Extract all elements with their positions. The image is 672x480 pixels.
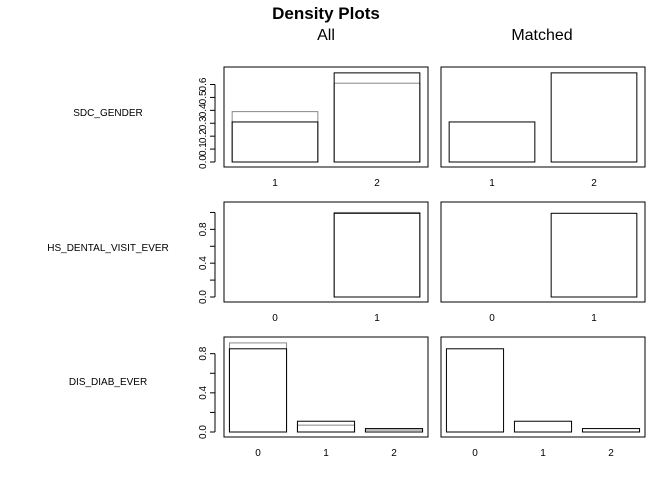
bar-dis-diab-ever-matched-2 bbox=[581, 428, 641, 433]
x-tick-label-dis-diab-ever-all-2: 2 bbox=[391, 448, 397, 459]
y-tick-label-hs-dental-visit-ever-0.0: 0.0 bbox=[198, 290, 209, 304]
panel-frame-dis-diab-ever-all bbox=[223, 336, 429, 438]
y-tick-label-sdc-gender-0.0: 0.0 bbox=[198, 155, 209, 169]
y-tick-label-sdc-gender-0.5: 0.5 bbox=[198, 90, 209, 104]
panel-frame-sdc-gender-all bbox=[223, 66, 429, 168]
column-header-matched: Matched bbox=[511, 27, 573, 44]
y-tick-label-hs-dental-visit-ever-0.4: 0.4 bbox=[198, 256, 209, 270]
bar-dis-diab-ever-all-0 bbox=[228, 348, 288, 433]
bar-dis-diab-ever-all-2 bbox=[364, 428, 424, 433]
y-tick-label-dis-diab-ever-0.8: 0.8 bbox=[198, 346, 209, 360]
bar-sdc-gender-all-1 bbox=[231, 121, 319, 163]
y-tick-label-dis-diab-ever-0.4: 0.4 bbox=[198, 385, 209, 399]
bar-outline-dis-diab-ever-1 bbox=[296, 424, 356, 433]
x-tick-label-sdc-gender-matched-1: 1 bbox=[489, 178, 495, 189]
x-tick-label-hs-dental-visit-ever-matched-1: 1 bbox=[591, 313, 597, 324]
x-tick-label-dis-diab-ever-all-0: 0 bbox=[255, 448, 261, 459]
y-tick-label-sdc-gender-0.6: 0.6 bbox=[198, 77, 209, 91]
bar-outline-dis-diab-ever-0 bbox=[228, 342, 288, 433]
x-tick-label-hs-dental-visit-ever-all-0: 0 bbox=[272, 313, 278, 324]
bar-sdc-gender-all-2 bbox=[333, 72, 421, 163]
panel-frame-hs-dental-visit-ever-all bbox=[223, 201, 429, 303]
x-tick-label-dis-diab-ever-matched-1: 1 bbox=[540, 448, 546, 459]
y-tick-label-dis-diab-ever-0.0: 0.0 bbox=[198, 425, 209, 439]
row-label-dis-diab-ever: DIS_DIAB_EVER bbox=[68, 377, 148, 388]
bar-dis-diab-ever-matched-1 bbox=[513, 420, 573, 433]
bar-dis-diab-ever-matched-0 bbox=[445, 348, 505, 433]
x-tick-label-sdc-gender-all-2: 2 bbox=[374, 178, 380, 189]
y-tick-label-sdc-gender-0.4: 0.4 bbox=[198, 103, 209, 117]
row-label-sdc-gender: SDC_GENDER bbox=[73, 108, 143, 119]
x-tick-label-sdc-gender-all-1: 1 bbox=[272, 178, 278, 189]
bar-dis-diab-ever-all-1 bbox=[296, 420, 356, 433]
y-tick-label-sdc-gender-0.3: 0.3 bbox=[198, 116, 209, 130]
x-tick-label-hs-dental-visit-ever-all-1: 1 bbox=[374, 313, 380, 324]
bar-outline-sdc-gender-2 bbox=[333, 82, 421, 163]
panel-frame-dis-diab-ever-matched bbox=[440, 336, 646, 438]
row-label-hs-dental-visit-ever: HS_DENTAL_VISIT_EVER bbox=[47, 243, 169, 254]
bar-outline-sdc-gender-1 bbox=[231, 111, 319, 163]
bar-sdc-gender-matched-2 bbox=[550, 72, 638, 163]
x-tick-label-hs-dental-visit-ever-matched-0: 0 bbox=[489, 313, 495, 324]
panel-frame-sdc-gender-matched bbox=[440, 66, 646, 168]
x-tick-label-dis-diab-ever-matched-2: 2 bbox=[608, 448, 614, 459]
x-tick-label-sdc-gender-matched-2: 2 bbox=[591, 178, 597, 189]
panel-frame-hs-dental-visit-ever-matched bbox=[440, 201, 646, 303]
column-header-all: All bbox=[317, 27, 335, 44]
x-tick-label-dis-diab-ever-matched-0: 0 bbox=[472, 448, 478, 459]
bar-outline-hs-dental-visit-ever-1 bbox=[333, 211, 421, 298]
bar-sdc-gender-matched-1 bbox=[448, 121, 536, 163]
x-tick-label-dis-diab-ever-all-1: 1 bbox=[323, 448, 329, 459]
y-tick-label-sdc-gender-0.2: 0.2 bbox=[198, 129, 209, 143]
y-tick-label-sdc-gender-0.1: 0.1 bbox=[198, 142, 209, 156]
y-tick-label-hs-dental-visit-ever-0.8: 0.8 bbox=[198, 222, 209, 236]
figure-title: Density Plots bbox=[272, 4, 380, 23]
bar-hs-dental-visit-ever-matched-1 bbox=[550, 212, 638, 298]
bar-hs-dental-visit-ever-all-1 bbox=[333, 212, 421, 298]
